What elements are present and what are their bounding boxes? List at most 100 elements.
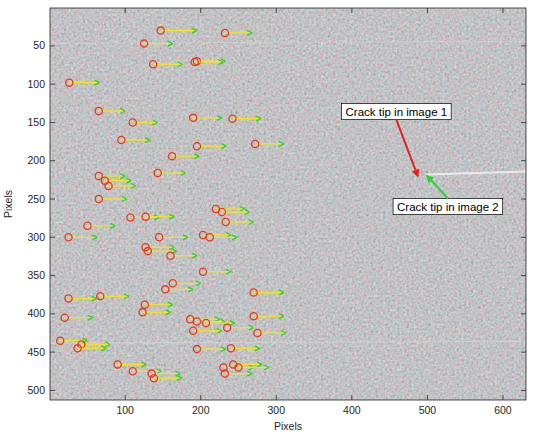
displacement [206,322,235,323]
start-point [150,61,157,68]
start-point [65,234,72,241]
start-point [254,329,261,336]
y-tick [521,84,526,85]
end-point [92,235,97,240]
end-point [255,346,260,351]
end-point [168,302,173,307]
start-point [129,119,136,126]
end-point [141,362,146,367]
displacement [133,371,162,372]
start-point [141,301,148,308]
annotation-arrow [396,120,415,171]
displacement [193,330,222,331]
start-point [222,218,229,225]
start-point [169,280,176,287]
x-tick-label: 200 [192,404,210,416]
start-point [250,289,257,296]
start-point [95,107,102,114]
chart: 1002003004005006005010015020025030035040… [0,0,536,436]
end-point [166,310,171,315]
end-point [153,120,158,125]
end-point [177,376,182,381]
y-tick-label: 50 [33,39,45,51]
annotation: Crack tip in image 2 [393,175,503,215]
y-tick [50,199,55,200]
end-point [279,290,284,295]
displacement [197,348,226,349]
start-point [105,182,112,189]
end-point [281,331,286,336]
end-point [124,294,129,299]
crack [426,172,526,175]
start-point [84,222,91,229]
x-tick [351,395,352,400]
displacement [231,348,260,349]
displacement [257,332,286,333]
start-point [229,115,236,122]
x-tick-label: 600 [494,404,512,416]
x-tick-label: 300 [268,404,286,416]
start-point [97,293,104,300]
end-point [256,116,261,121]
y-tick [50,237,55,238]
y-tick [521,160,526,161]
y-tick [50,275,55,276]
start-point [193,345,200,352]
vectors [57,27,287,382]
start-point [193,143,200,150]
annotation-arrowhead [426,175,434,184]
y-tick [521,390,526,391]
frame [50,8,526,400]
end-point [245,210,250,215]
y-tick-label: 500 [27,384,45,396]
annotation: Crack tip in image 1 [342,104,452,178]
start-point [187,316,194,323]
end-point [178,62,183,67]
x-tick [502,395,503,400]
end-point [279,141,284,146]
y-tick [521,199,526,200]
end-point [217,328,222,333]
annotation-box [393,199,503,215]
start-point [227,345,234,352]
start-point [66,79,73,86]
y-tick-label: 100 [27,78,45,90]
y-tick-label: 250 [27,193,45,205]
displacement [78,348,107,349]
start-point [252,140,259,147]
start-point [118,136,125,143]
y-tick [50,352,55,353]
y-tick [50,122,55,123]
start-point [190,114,197,121]
end-point [194,154,199,159]
end-point [101,346,106,351]
start-point [140,40,147,47]
x-tick [276,8,277,13]
end-point [192,253,197,258]
displacement [197,146,226,147]
start-point [224,324,231,331]
end-point [226,269,231,274]
start-point [95,195,102,202]
y-tick [50,390,55,391]
end-point [145,138,150,143]
start-point [193,318,200,325]
end-point [126,178,131,183]
start-point [250,313,257,320]
start-point [221,29,228,36]
start-point [199,268,206,275]
y-tick [50,45,55,46]
end-point [196,281,201,286]
speckle-image [50,8,526,400]
displacement [193,117,222,118]
start-point [74,345,81,352]
end-point [188,287,193,292]
start-point [221,370,228,377]
end-point [249,325,254,330]
start-point [199,231,206,238]
start-point [190,327,197,334]
x-tick [200,395,201,400]
scratch [50,341,526,343]
displacement [100,296,129,297]
y-tick-label: 200 [27,154,45,166]
